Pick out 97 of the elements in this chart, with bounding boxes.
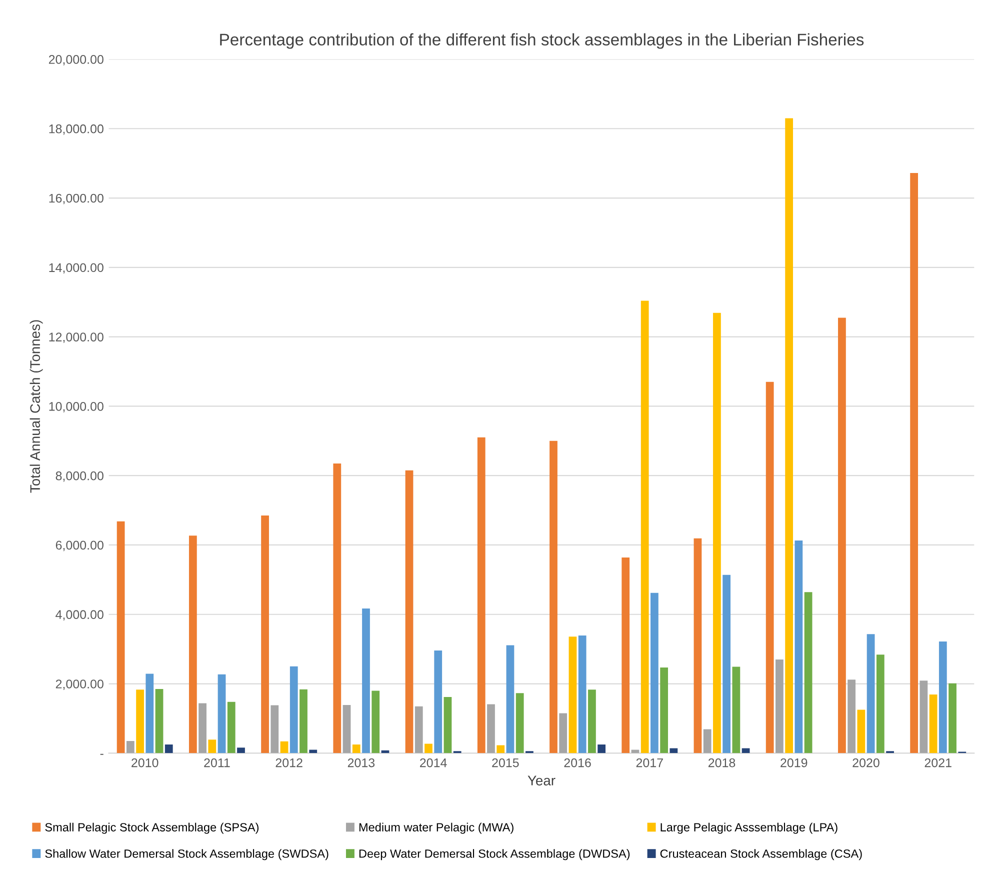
x-tick-label: 2016 bbox=[564, 758, 591, 768]
bar bbox=[622, 557, 630, 754]
bar bbox=[876, 654, 884, 754]
x-tick-label: 2013 bbox=[348, 758, 375, 768]
bar bbox=[333, 463, 342, 754]
legend-label: Shallow Water Demersal Stock Assemblage (SWDSA) bbox=[45, 849, 328, 860]
x-tick-label: 2010 bbox=[132, 758, 158, 768]
bar bbox=[631, 750, 640, 754]
y-tick-label: 12,000.00 bbox=[49, 332, 104, 343]
bar bbox=[785, 118, 794, 754]
bar bbox=[848, 680, 856, 754]
bar bbox=[766, 382, 774, 754]
bar bbox=[126, 741, 134, 754]
bar bbox=[776, 659, 784, 754]
y-tick-label: 16,000.00 bbox=[49, 194, 104, 204]
bar bbox=[227, 702, 236, 754]
legend-label: Deep Water Demersal Stock Assemblage (DWDSA) bbox=[359, 849, 630, 860]
bar bbox=[694, 538, 702, 754]
bar bbox=[290, 666, 298, 754]
x-tick-label: 2011 bbox=[204, 758, 230, 768]
y-tick-label: 6,000.00 bbox=[56, 540, 104, 552]
bar bbox=[300, 689, 308, 754]
bar bbox=[342, 704, 351, 754]
x-tick-label: 2020 bbox=[852, 758, 880, 768]
y-tick-label: - bbox=[100, 754, 104, 755]
y-tick-label: 18,000.00 bbox=[49, 124, 104, 135]
bar bbox=[280, 741, 288, 754]
bar bbox=[237, 748, 245, 754]
x-tick-label: 2018 bbox=[708, 758, 736, 768]
bar bbox=[857, 710, 866, 754]
bar bbox=[568, 636, 577, 754]
bar bbox=[804, 592, 812, 754]
bar bbox=[598, 744, 606, 754]
bar bbox=[550, 440, 558, 754]
bar bbox=[794, 540, 803, 754]
bar bbox=[732, 666, 740, 754]
bar bbox=[198, 703, 206, 754]
bar bbox=[477, 437, 486, 754]
bar bbox=[578, 636, 586, 754]
bar bbox=[116, 521, 125, 754]
bar bbox=[270, 705, 279, 754]
bar bbox=[670, 748, 678, 754]
y-tick-label: 20,000.00 bbox=[48, 55, 104, 66]
bar bbox=[910, 173, 918, 754]
bar bbox=[516, 693, 524, 754]
bar bbox=[136, 690, 144, 754]
bar bbox=[424, 744, 432, 754]
x-tick-label: 2012 bbox=[276, 758, 302, 768]
bar bbox=[309, 750, 318, 754]
bar bbox=[352, 744, 360, 754]
bar bbox=[155, 688, 164, 754]
bar bbox=[703, 729, 712, 754]
x-axis-title: Year bbox=[528, 776, 556, 786]
bar bbox=[506, 645, 514, 754]
legend-label: Medium water Pelagic (MWA) bbox=[359, 822, 514, 834]
bar bbox=[650, 592, 658, 754]
y-tick-label: 10,000.00 bbox=[49, 402, 104, 412]
bar bbox=[208, 740, 216, 754]
bar bbox=[444, 696, 452, 754]
y-tick-label: 4,000.00 bbox=[56, 610, 104, 621]
bar bbox=[640, 300, 649, 754]
legend-label: Small Pelagic Stock Assemblage (SPSA) bbox=[45, 822, 259, 834]
bar bbox=[559, 713, 568, 754]
bar bbox=[414, 706, 423, 754]
bar bbox=[920, 680, 928, 754]
bar bbox=[372, 690, 380, 754]
legend-label: Crusteacean Stock Assemblage (CSA) bbox=[660, 849, 862, 860]
bar bbox=[362, 608, 370, 754]
bar bbox=[660, 667, 668, 754]
legend-label: Large Pelagic Asssemblage (LPA) bbox=[660, 822, 838, 834]
bar bbox=[261, 515, 269, 754]
bar bbox=[948, 683, 956, 754]
y-tick-label: 8,000.00 bbox=[56, 471, 104, 482]
bar bbox=[929, 694, 938, 754]
bar bbox=[713, 312, 721, 754]
bar bbox=[866, 634, 875, 754]
y-tick-label: 2,000.00 bbox=[56, 680, 104, 690]
bar bbox=[722, 574, 731, 754]
bar bbox=[164, 744, 173, 754]
x-tick-label: 2014 bbox=[420, 758, 447, 768]
bar bbox=[838, 318, 846, 754]
bar bbox=[487, 704, 495, 754]
x-tick-label: 2015 bbox=[492, 758, 519, 768]
bar bbox=[146, 674, 154, 754]
x-tick-label: 2019 bbox=[780, 758, 808, 768]
x-tick-label: 2017 bbox=[636, 758, 663, 768]
bar bbox=[218, 674, 226, 754]
bar bbox=[188, 536, 197, 754]
bar bbox=[434, 650, 442, 754]
y-axis-title: Total Annual Catch (Tonnes) bbox=[30, 320, 43, 493]
x-tick-label: 2021 bbox=[924, 758, 952, 768]
bar bbox=[588, 690, 596, 754]
bar bbox=[405, 470, 414, 754]
bar bbox=[496, 745, 505, 754]
y-tick-label: 14,000.00 bbox=[49, 263, 104, 274]
chart-title: Percentage contribution of the different fish stock assemblages in the Liberian Fisheries bbox=[220, 33, 864, 49]
bar bbox=[938, 641, 947, 754]
